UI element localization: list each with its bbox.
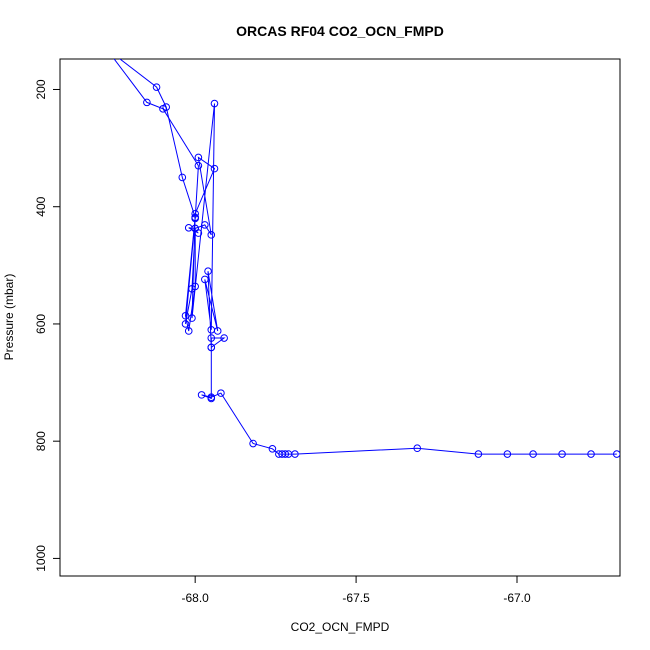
data-point xyxy=(503,450,512,458)
x-tick-label: -68.0 xyxy=(181,591,209,605)
data-point xyxy=(194,153,203,162)
data-point xyxy=(194,161,203,170)
series-lines xyxy=(113,59,617,455)
series-line xyxy=(119,59,199,332)
y-tick-label: 400 xyxy=(34,196,48,216)
data-point xyxy=(612,450,620,458)
data-point xyxy=(210,164,219,173)
data-point xyxy=(201,221,209,229)
data-point xyxy=(529,450,537,458)
data-point xyxy=(207,231,216,239)
data-point xyxy=(191,209,199,218)
y-tick-label: 800 xyxy=(34,431,48,451)
data-point xyxy=(188,314,196,322)
y-axis: 200 400 600 800 1000 xyxy=(34,79,61,572)
data-point xyxy=(143,98,151,107)
data-point xyxy=(249,439,257,448)
data-point xyxy=(558,450,566,458)
data-point xyxy=(207,393,216,402)
data-point xyxy=(217,389,225,397)
data-point xyxy=(184,224,193,232)
data-point xyxy=(207,343,216,352)
data-point xyxy=(291,450,299,458)
data-point xyxy=(178,173,187,182)
data-point xyxy=(162,103,171,111)
x-tick-label: -67.5 xyxy=(342,591,370,605)
data-point xyxy=(184,327,193,335)
y-axis-label: Pressure (mbar) xyxy=(2,274,16,361)
data-point xyxy=(181,320,190,328)
data-point xyxy=(194,229,203,237)
data-point xyxy=(197,391,206,399)
data-point xyxy=(191,213,199,222)
x-axis: -68.0 -67.5 -67.0 xyxy=(181,575,531,605)
data-point xyxy=(191,282,199,291)
data-point xyxy=(213,327,222,335)
plot-frame xyxy=(59,58,621,577)
data-point xyxy=(587,450,595,458)
data-point xyxy=(207,334,216,342)
data-point xyxy=(268,445,277,453)
x-axis-label: CO2_OCN_FMPD xyxy=(291,620,390,634)
chart-title: ORCAS RF04 CO2_OCN_FMPD xyxy=(236,23,444,39)
y-tick-label: 200 xyxy=(34,79,48,99)
data-point xyxy=(413,444,422,453)
data-point xyxy=(474,450,483,458)
data-point xyxy=(281,450,290,458)
data-point xyxy=(181,311,190,320)
data-point xyxy=(210,99,219,108)
data-point xyxy=(152,83,161,91)
data-point xyxy=(201,275,209,284)
series-points xyxy=(143,83,620,458)
series-line xyxy=(113,59,617,455)
y-tick-label: 600 xyxy=(34,314,48,334)
x-tick-label: -67.0 xyxy=(503,591,531,605)
data-point xyxy=(204,267,212,275)
y-tick-label: 1000 xyxy=(34,545,48,572)
data-point xyxy=(220,334,228,342)
